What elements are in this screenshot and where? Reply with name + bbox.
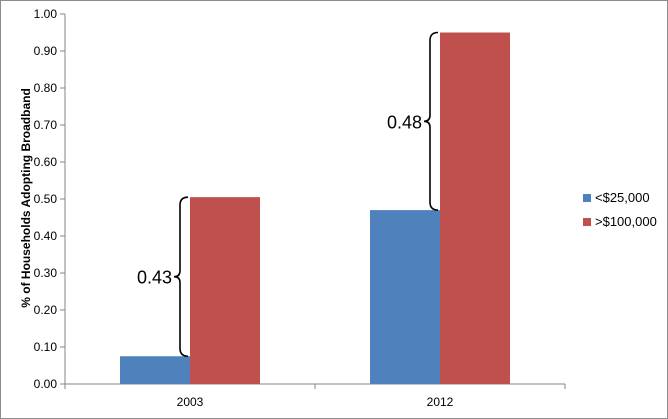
difference-brace (173, 196, 189, 358)
difference-label: 0.48 (387, 112, 422, 132)
y-tick-label: 0.70 (34, 118, 58, 132)
bar (190, 197, 260, 384)
x-tick-label: 2003 (177, 395, 204, 409)
legend-label: >$100,000 (595, 214, 657, 229)
difference-label: 0.43 (137, 268, 172, 288)
legend-swatch (583, 194, 591, 202)
y-tick-label: 0.40 (34, 229, 58, 243)
y-tick-label: 0.00 (34, 377, 58, 391)
difference-brace (423, 31, 439, 211)
annotations: 0.43 0.48 (137, 31, 439, 358)
y-tick-label: 1.00 (34, 7, 58, 21)
bar (370, 210, 440, 384)
y-tick-label: 0.10 (34, 340, 58, 354)
y-tick-label: 0.80 (34, 81, 58, 95)
bars (120, 32, 510, 384)
y-tick-label: 0.50 (34, 192, 58, 206)
y-tick-label: 0.30 (34, 266, 58, 280)
x-tick-label: 2012 (427, 395, 454, 409)
legend-label: <$25,000 (595, 190, 650, 205)
bar (120, 356, 190, 384)
y-tick-label: 0.90 (34, 44, 58, 58)
legend: <$25,000 >$100,000 (583, 190, 657, 229)
legend-swatch (583, 218, 591, 226)
y-tick-label: 0.20 (34, 303, 58, 317)
y-axis-title: % of Households Adopting Broadband (19, 88, 33, 308)
y-tick-label: 0.60 (34, 155, 58, 169)
bar (440, 32, 510, 384)
